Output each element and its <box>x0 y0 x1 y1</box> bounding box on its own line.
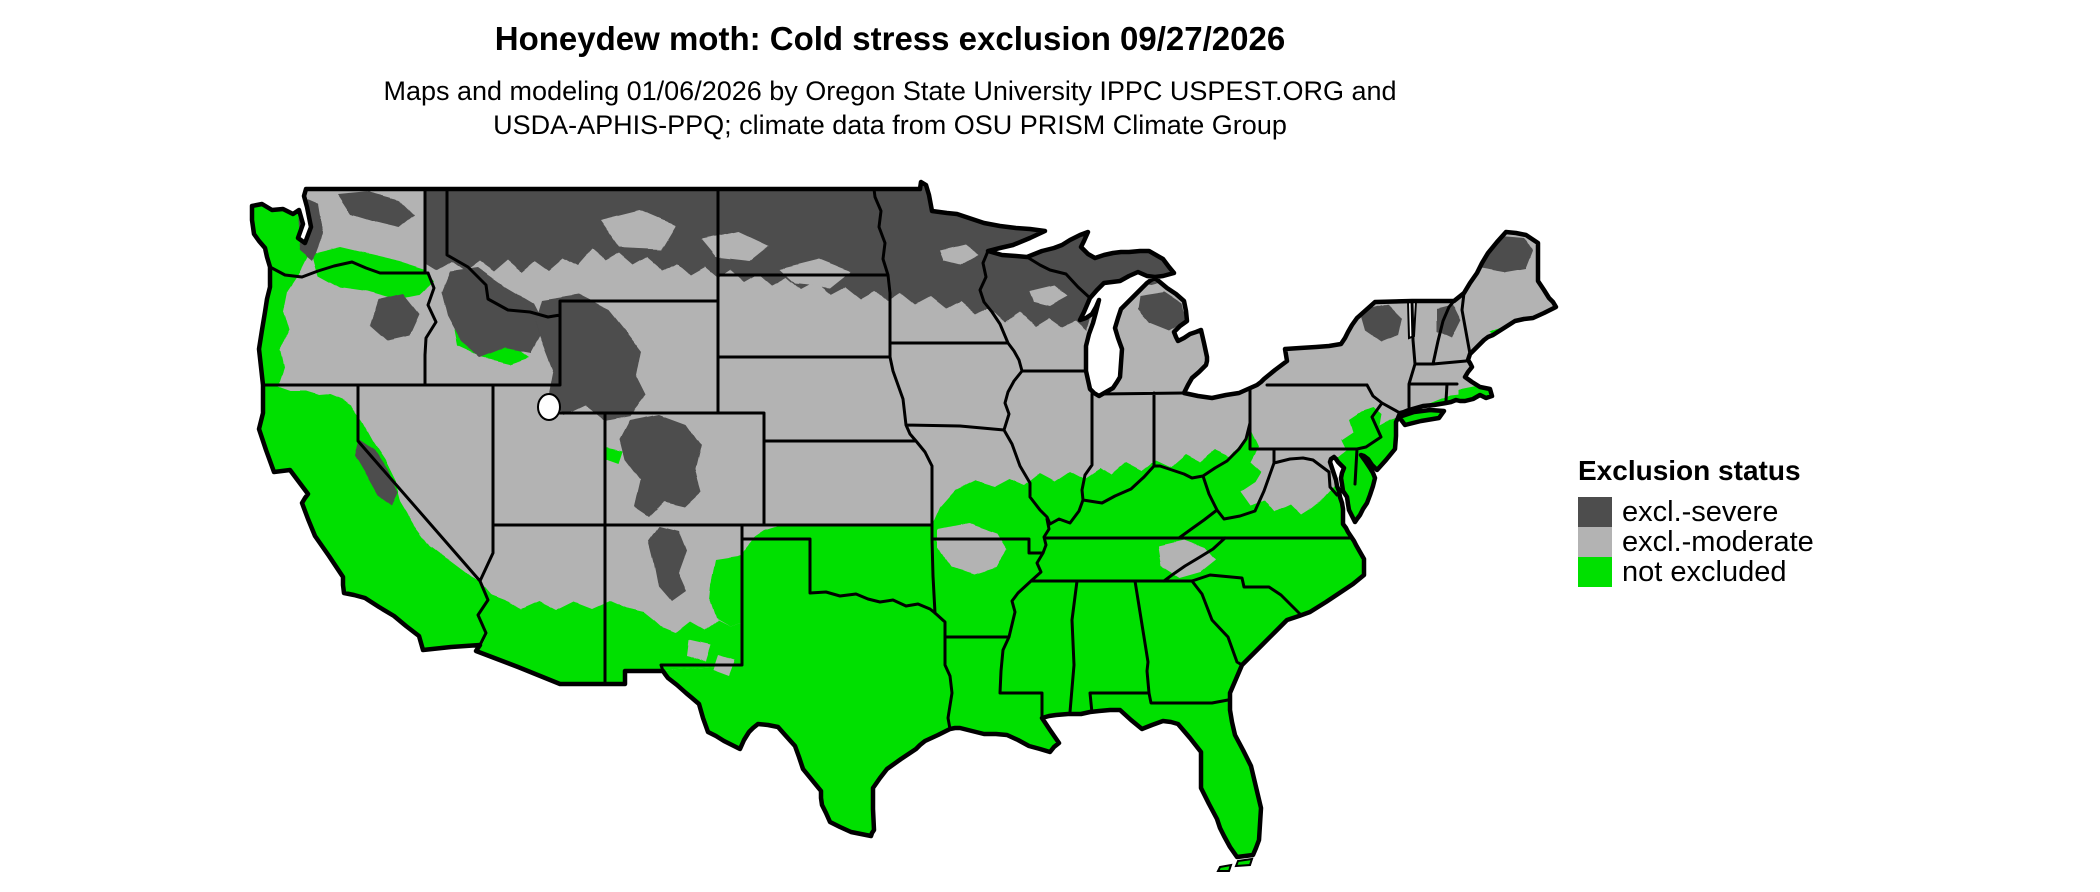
legend-item-moderate: excl.-moderate <box>1578 527 1814 557</box>
legend-swatch-moderate <box>1578 527 1612 557</box>
map-legend: Exclusion status excl.-severe excl.-mode… <box>1578 455 1814 587</box>
attribution-line-2: USDA-APHIS-PPQ; climate data from OSU PR… <box>493 110 1287 140</box>
attribution-line-1: Maps and modeling 01/06/2026 by Oregon S… <box>383 76 1397 106</box>
state-borders <box>261 187 1472 731</box>
legend-item-severe: excl.-severe <box>1578 497 1814 527</box>
us-outline <box>249 179 1559 860</box>
legend-swatch-not-excluded <box>1578 557 1612 587</box>
florida-keys <box>1216 857 1254 872</box>
legend-swatch-severe <box>1578 497 1612 527</box>
great-salt-lake <box>537 393 561 421</box>
legend-title: Exclusion status <box>1578 455 1801 486</box>
legend-item-not-excluded: not excluded <box>1578 557 1814 587</box>
map-header: Honeydew moth: Cold stress exclusion 09/… <box>0 18 1780 142</box>
legend-label-not-excluded: not excluded <box>1622 556 1787 588</box>
legend-label-moderate: excl.-moderate <box>1622 526 1814 558</box>
moderate-patch-regions <box>600 210 1216 676</box>
map-attribution: Maps and modeling 01/06/2026 by Oregon S… <box>0 74 1780 142</box>
page-title: Honeydew moth: Cold stress exclusion 09/… <box>494 20 1286 57</box>
legend-label-severe: excl.-severe <box>1622 496 1779 528</box>
